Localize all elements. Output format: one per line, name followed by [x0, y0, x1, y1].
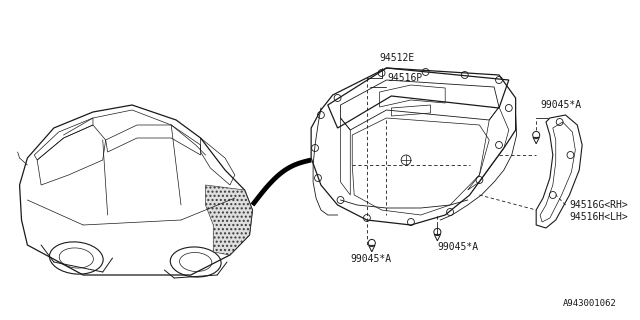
Circle shape — [532, 132, 540, 139]
Text: 99045*A: 99045*A — [540, 100, 581, 110]
Text: 99045*A: 99045*A — [350, 254, 392, 264]
Text: 94516H<LH>: 94516H<LH> — [570, 212, 628, 222]
Circle shape — [434, 228, 441, 236]
Text: A943001062: A943001062 — [563, 299, 616, 308]
Circle shape — [368, 239, 375, 247]
Text: 99045*A: 99045*A — [437, 242, 479, 252]
Text: 94516P: 94516P — [387, 73, 422, 83]
Polygon shape — [205, 185, 252, 255]
Text: 94516G<RH>: 94516G<RH> — [570, 200, 628, 210]
Text: 94512E: 94512E — [380, 53, 415, 63]
